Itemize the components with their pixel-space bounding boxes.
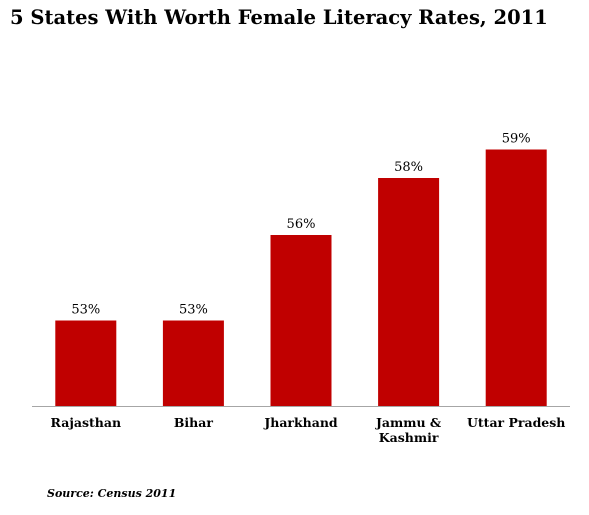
- category-label-0: Rajasthan: [51, 415, 121, 430]
- category-label-4: Uttar Pradesh: [467, 415, 565, 430]
- category-label-1: Bihar: [174, 415, 214, 430]
- bar-2: [270, 235, 332, 406]
- value-label-3: 58%: [394, 160, 423, 175]
- source-note: Source: Census 2011: [47, 487, 177, 500]
- value-labels-layer: 53% 53% 56% 58% 59%: [71, 132, 530, 318]
- bar-0: [55, 320, 117, 406]
- value-label-2: 56%: [287, 217, 316, 232]
- category-label-3: Jammu & Kashmir: [375, 415, 442, 445]
- value-label-0: 53%: [71, 303, 100, 318]
- bar-1: [162, 320, 224, 406]
- bar-4: [485, 149, 547, 406]
- value-label-4: 59%: [502, 132, 531, 147]
- category-label-2: Jharkhand: [263, 415, 338, 430]
- value-label-1: 53%: [179, 303, 208, 318]
- bar-3: [378, 178, 440, 406]
- bars-layer: [55, 149, 547, 406]
- chart-title: 5 States With Worth Female Literacy Rate…: [10, 6, 548, 29]
- category-labels-layer: Rajasthan Bihar Jharkhand Jammu & Kashmir Utt…: [51, 415, 566, 445]
